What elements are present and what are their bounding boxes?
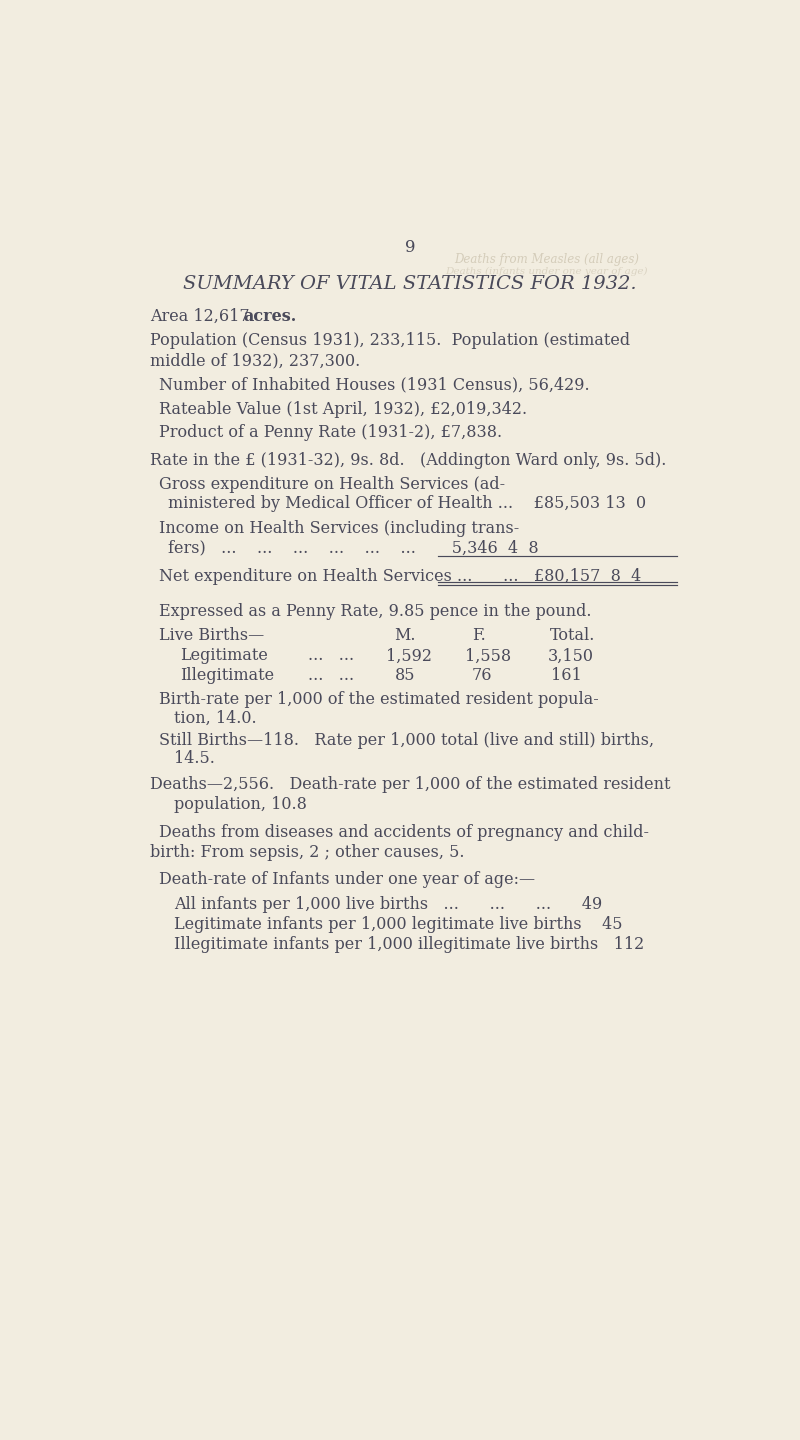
Text: 1,558: 1,558 (465, 648, 510, 664)
Text: Birth-rate per 1,000 of the estimated resident popula-: Birth-rate per 1,000 of the estimated re… (159, 691, 598, 707)
Text: Legitimate: Legitimate (181, 648, 269, 664)
Text: 76: 76 (472, 667, 493, 684)
Text: Net expenditure on Health Services ...      ...   £80,157  8  4: Net expenditure on Health Services ... .… (159, 567, 641, 585)
Text: tion, 14.0.: tion, 14.0. (174, 710, 257, 726)
Text: Deaths—2,556.   Death-rate per 1,000 of the estimated resident: Deaths—2,556. Death-rate per 1,000 of th… (150, 776, 670, 793)
Text: Population (Census 1931), 233,115.  Population (estimated: Population (Census 1931), 233,115. Popul… (150, 333, 630, 350)
Text: Deaths from Measles (all ages): Deaths from Measles (all ages) (454, 252, 639, 265)
Text: F.: F. (472, 628, 486, 645)
Text: Gross expenditure on Health Services (ad-: Gross expenditure on Health Services (ad… (159, 475, 505, 492)
Text: Income on Health Services (including trans-: Income on Health Services (including tra… (159, 520, 519, 537)
Text: SUMMARY OF VITAL STATISTICS FOR 1932.: SUMMARY OF VITAL STATISTICS FOR 1932. (183, 275, 637, 292)
Text: 9: 9 (405, 239, 415, 256)
Text: Illegitimate infants per 1,000 illegitimate live births   112: Illegitimate infants per 1,000 illegitim… (174, 936, 645, 953)
Text: Area 12,617: Area 12,617 (150, 308, 254, 325)
Text: Legitimate infants per 1,000 legitimate live births    45: Legitimate infants per 1,000 legitimate … (174, 916, 623, 933)
Text: Illegitimate: Illegitimate (181, 667, 274, 684)
Text: M.: M. (394, 628, 416, 645)
Text: ...   ...: ... ... (308, 648, 354, 664)
Text: 85: 85 (394, 667, 415, 684)
Text: Number of Inhabited Houses (1931 Census), 56,429.: Number of Inhabited Houses (1931 Census)… (159, 377, 590, 393)
Text: Rateable Value (1st April, 1932), £2,019,342.: Rateable Value (1st April, 1932), £2,019… (159, 402, 527, 418)
Text: 161: 161 (550, 667, 582, 684)
Text: 1,592: 1,592 (386, 648, 433, 664)
Text: Rate in the £ (1931-32), 9s. 8d.   (Addington Ward only, 9s. 5d).: Rate in the £ (1931-32), 9s. 8d. (Adding… (150, 452, 666, 469)
Text: ...   ...: ... ... (308, 667, 354, 684)
Text: population, 10.8: population, 10.8 (174, 796, 307, 814)
Text: 14.5.: 14.5. (174, 750, 215, 768)
Text: All infants per 1,000 live births   ...      ...      ...      49: All infants per 1,000 live births ... ..… (174, 896, 602, 913)
Text: Product of a Penny Rate (1931-2), £7,838.: Product of a Penny Rate (1931-2), £7,838… (159, 425, 502, 442)
Text: birth: From sepsis, 2 ; other causes, 5.: birth: From sepsis, 2 ; other causes, 5. (150, 844, 464, 861)
Text: acres.: acres. (244, 308, 297, 325)
Text: Still Births—118.   Rate per 1,000 total (live and still) births,: Still Births—118. Rate per 1,000 total (… (159, 732, 654, 749)
Text: Expressed as a Penny Rate, 9.85 pence in the pound.: Expressed as a Penny Rate, 9.85 pence in… (159, 603, 591, 621)
Text: Total.: Total. (550, 628, 595, 645)
Text: Live Births—: Live Births— (159, 628, 264, 645)
Text: middle of 1932), 237,300.: middle of 1932), 237,300. (150, 353, 360, 370)
Text: fers)   ...    ...    ...    ...    ...    ...       5,346  4  8: fers) ... ... ... ... ... ... 5,346 4 8 (168, 540, 539, 557)
Text: Deaths from diseases and accidents of pregnancy and child-: Deaths from diseases and accidents of pr… (159, 824, 649, 841)
Text: 3,150: 3,150 (548, 648, 594, 664)
Text: Death-rate of Infants under one year of age:—: Death-rate of Infants under one year of … (159, 871, 535, 888)
Text: Deaths (infants under one year of age): Deaths (infants under one year of age) (445, 266, 648, 276)
Text: ministered by Medical Officer of Health ...    £85,503 13  0: ministered by Medical Officer of Health … (168, 495, 646, 513)
